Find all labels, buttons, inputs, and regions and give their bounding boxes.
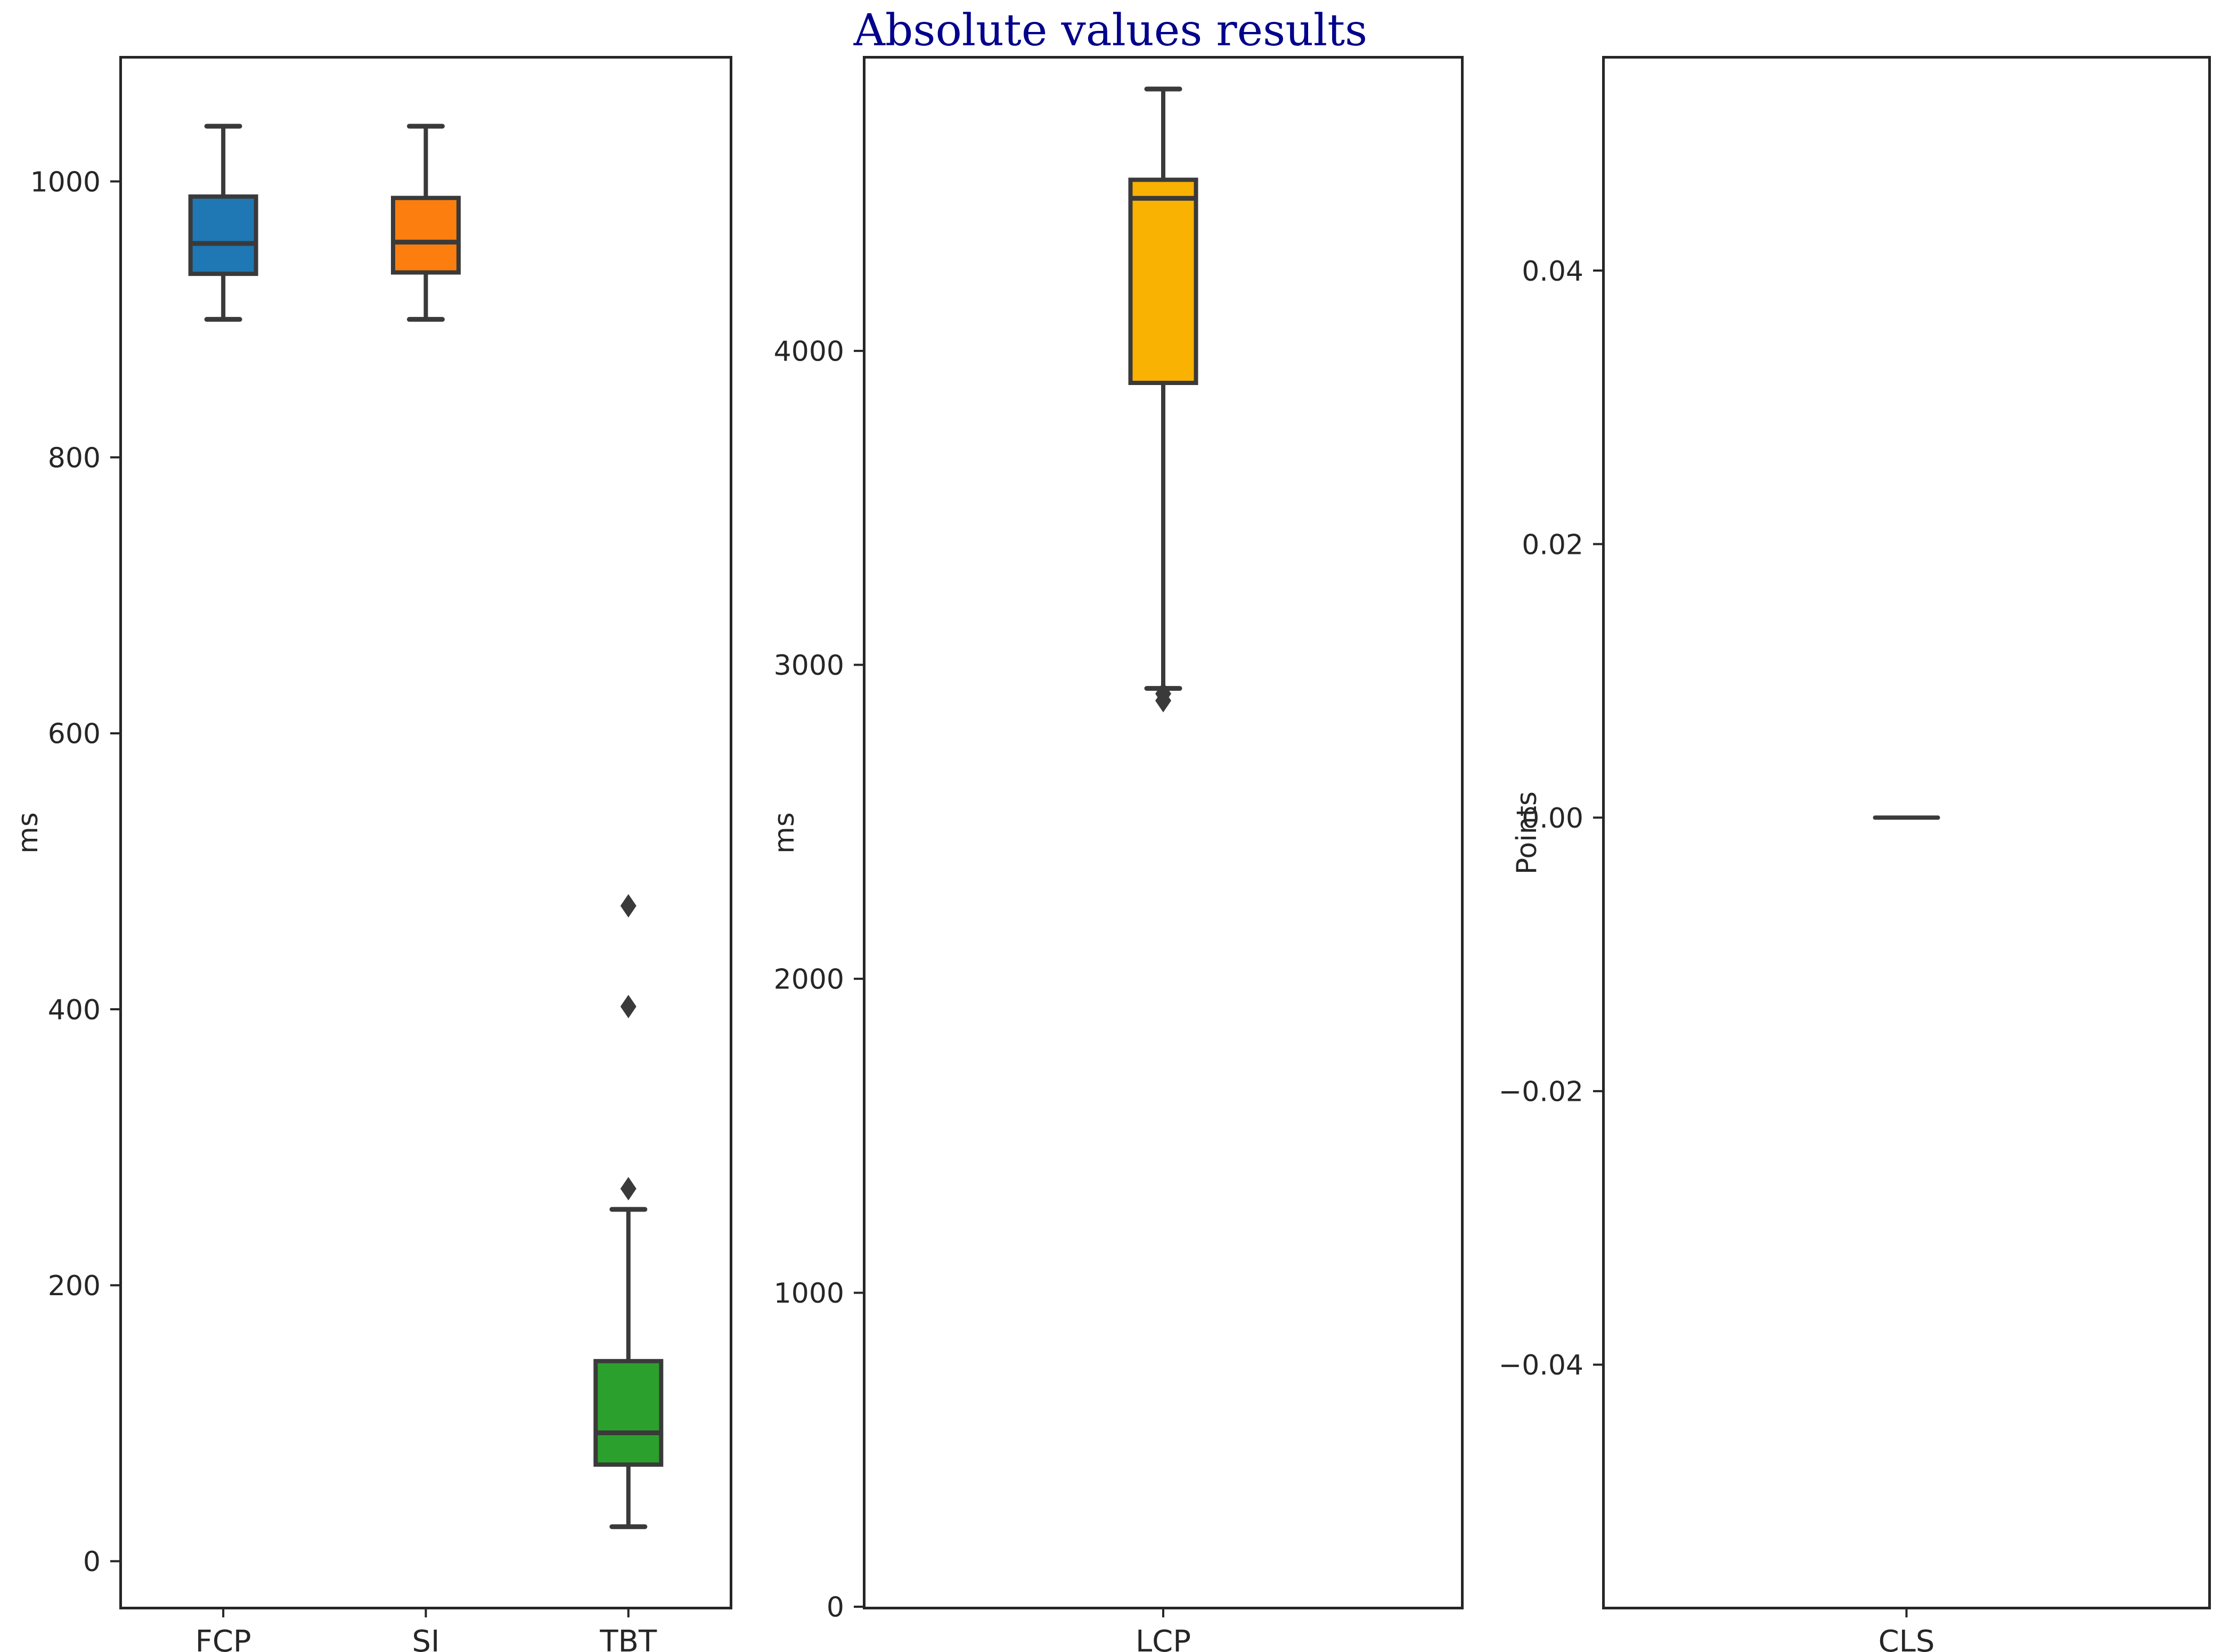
y-tick-label: 800	[48, 442, 101, 474]
box-fcp	[188, 194, 258, 276]
outlier-diamond	[620, 894, 636, 918]
y-axis-label: ms	[12, 812, 44, 854]
y-tick-label: −0.02	[1499, 1076, 1583, 1108]
x-tick-label: TBT	[599, 1624, 657, 1652]
figure-title: Absolute values results	[853, 5, 1368, 56]
y-axis-label: ms	[769, 812, 801, 854]
y-tick-label: 2000	[774, 964, 844, 996]
y-tick-label: 400	[48, 994, 101, 1026]
outlier-diamond	[620, 994, 636, 1018]
y-tick-label: 600	[48, 718, 101, 750]
box-tbt	[593, 1359, 664, 1467]
boxplot-svg: 0 200 400 600 800 1000 FCP SI TBT	[30, 124, 664, 1652]
boxplot-svg: −0.04 −0.02 0.00 0.02 0.04 CLS	[1499, 256, 1940, 1652]
y-tick-label: 3000	[774, 650, 844, 682]
x-tick-label: LCP	[1136, 1624, 1191, 1652]
subplot-right-cls: Points −0.04 −0.02 0.00 0.02 0.04 CLS	[1499, 56, 2211, 1652]
y-tick-label: −0.04	[1499, 1350, 1583, 1381]
y-tick-label: 200	[48, 1270, 101, 1302]
subplot-middle-lcp: ms 0 1000 2000 3000 4000 LCP	[769, 56, 1464, 1652]
y-tick-label: 0.02	[1522, 529, 1583, 561]
outlier-diamond	[620, 1176, 636, 1200]
boxplot-svg: 0 1000 2000 3000 4000 LCP	[774, 86, 1198, 1652]
subplot-left-fcp-si-tbt: ms 0 200 400 600 800 1000 FCP SI TBT	[12, 56, 732, 1652]
x-tick-label: SI	[412, 1624, 439, 1652]
box-si	[391, 195, 461, 275]
y-tick-label: 4000	[774, 336, 844, 368]
y-tick-label: 1000	[30, 166, 101, 198]
outlier-diamond	[1155, 689, 1171, 713]
x-tick-label: FCP	[195, 1624, 251, 1652]
y-tick-label: 0	[827, 1592, 844, 1624]
x-tick-label: CLS	[1879, 1624, 1935, 1652]
y-tick-label: 0.00	[1522, 803, 1583, 835]
y-tick-label: 0.04	[1522, 256, 1583, 288]
y-tick-label: 1000	[774, 1278, 844, 1310]
y-tick-label: 0	[83, 1546, 101, 1578]
box-lcp	[1128, 177, 1198, 385]
